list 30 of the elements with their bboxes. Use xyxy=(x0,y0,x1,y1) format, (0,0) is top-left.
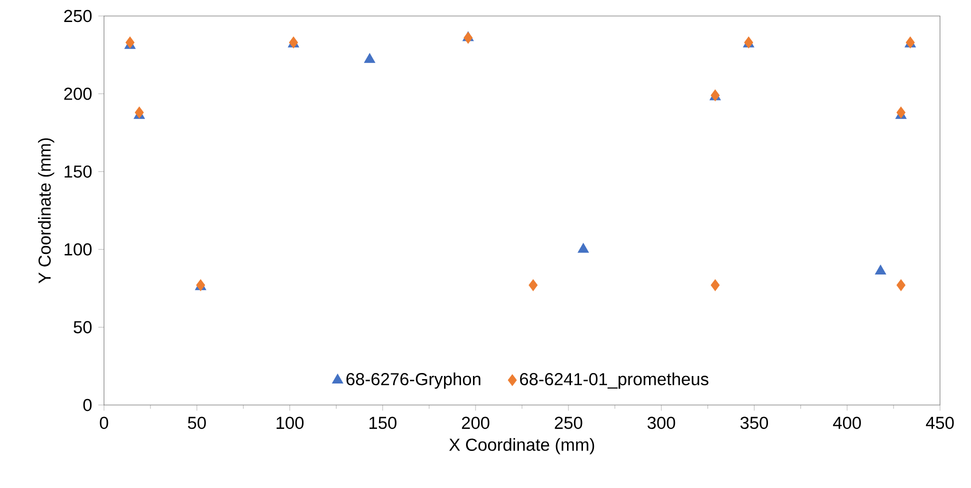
y-tick-label: 200 xyxy=(64,88,92,100)
x-tick-label: 300 xyxy=(648,416,676,429)
x-tick-label: 450 xyxy=(926,416,954,429)
legend-label: 68-6276-Gryphon xyxy=(346,372,480,389)
x-tick-label: 200 xyxy=(462,416,490,429)
point xyxy=(134,106,144,118)
x-tick-label: 400 xyxy=(833,416,861,429)
x-tick-label: 100 xyxy=(276,416,304,429)
x-axis-title: X Coordinate (mm) xyxy=(449,438,594,454)
y-tick-label: 0 xyxy=(83,398,92,412)
y-tick-label: 50 xyxy=(74,321,92,334)
x-tick-label: 250 xyxy=(554,416,582,429)
point xyxy=(364,53,376,63)
point xyxy=(126,36,134,48)
y-tick-label: 150 xyxy=(64,165,92,178)
x-tick-label: 0 xyxy=(100,416,108,429)
point xyxy=(578,242,589,253)
point xyxy=(874,264,886,275)
x-tick-label: 350 xyxy=(740,416,768,429)
point xyxy=(710,279,720,292)
point xyxy=(528,279,538,292)
point xyxy=(464,32,473,44)
x-tick-label: 150 xyxy=(370,416,396,429)
point xyxy=(896,279,906,292)
y-tick-label: 100 xyxy=(64,243,92,256)
point xyxy=(896,106,906,118)
y-axis-title: Y Coordinate (mm) xyxy=(38,138,54,284)
x-tick-label: 50 xyxy=(188,416,206,429)
legend-label: 68-6241-01_prometheus xyxy=(520,372,708,389)
y-tick-label: 250 xyxy=(64,10,92,22)
